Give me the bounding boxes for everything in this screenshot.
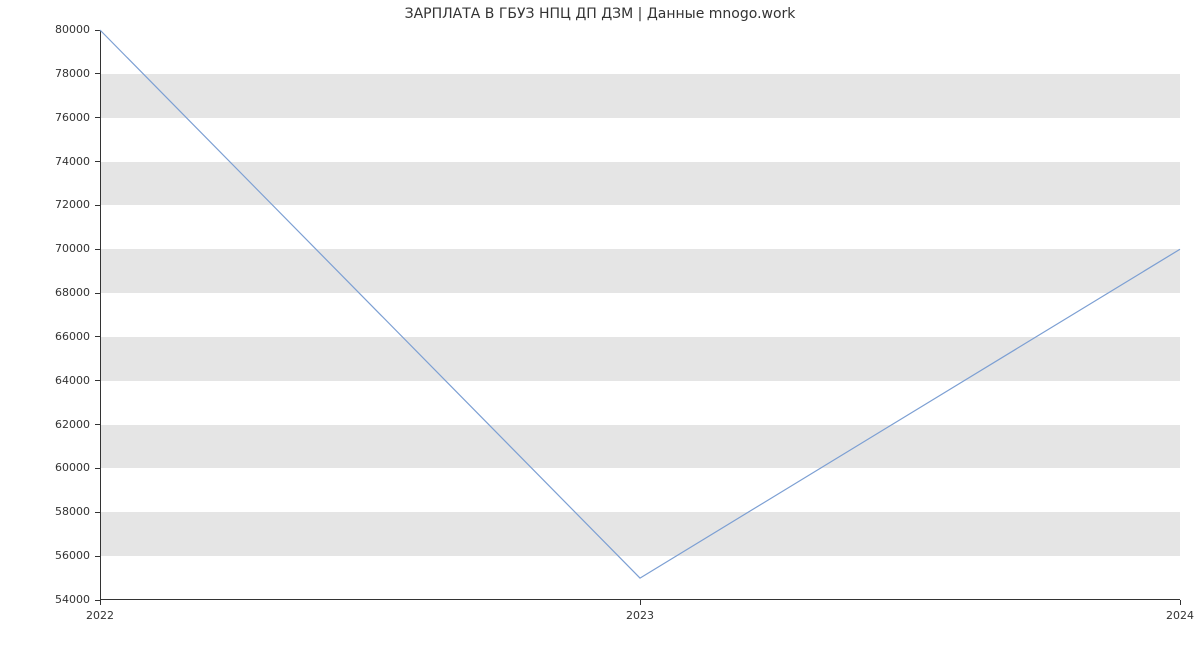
x-tick-label: 2023: [600, 609, 680, 622]
chart-container: ЗАРПЛАТА В ГБУЗ НПЦ ДП ДЗМ | Данные mnog…: [0, 0, 1200, 650]
chart-title: ЗАРПЛАТА В ГБУЗ НПЦ ДП ДЗМ | Данные mnog…: [0, 6, 1200, 22]
x-tick: [100, 600, 101, 605]
x-tick-label: 2022: [60, 609, 140, 622]
y-tick-label: 54000: [40, 593, 90, 606]
plot-area: 5400056000580006000062000640006600068000…: [100, 30, 1180, 600]
y-tick-label: 76000: [40, 111, 90, 124]
x-tick: [1180, 600, 1181, 605]
y-tick-label: 74000: [40, 155, 90, 168]
y-tick-label: 66000: [40, 330, 90, 343]
line-layer: [100, 30, 1180, 600]
y-tick-label: 60000: [40, 461, 90, 474]
y-tick-label: 62000: [40, 418, 90, 431]
x-tick-label: 2024: [1140, 609, 1200, 622]
series-line: [100, 30, 1180, 578]
y-tick-label: 56000: [40, 549, 90, 562]
y-tick-label: 70000: [40, 242, 90, 255]
x-tick: [640, 600, 641, 605]
y-tick-label: 80000: [40, 23, 90, 36]
y-tick-label: 64000: [40, 374, 90, 387]
y-tick-label: 58000: [40, 505, 90, 518]
y-tick-label: 72000: [40, 198, 90, 211]
y-tick-label: 68000: [40, 286, 90, 299]
y-tick-label: 78000: [40, 67, 90, 80]
